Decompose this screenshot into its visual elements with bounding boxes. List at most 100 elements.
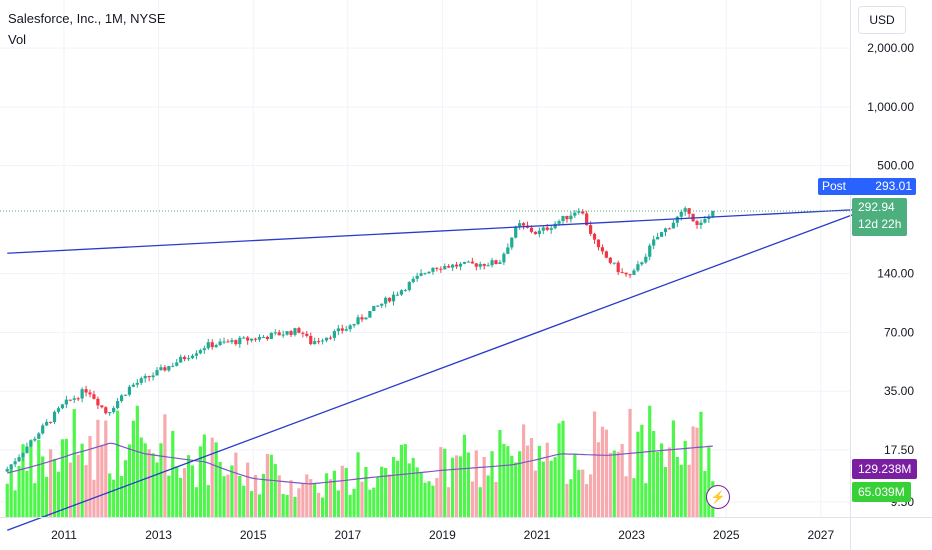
volume-bar	[391, 457, 396, 517]
candle-body	[151, 375, 155, 378]
candle-body	[356, 317, 360, 325]
candle-body	[502, 253, 506, 263]
volume-indicator-label[interactable]: Vol	[8, 32, 27, 47]
candle-body	[60, 404, 65, 409]
symbol-title[interactable]: Salesforce, Inc., 1M, NYSE	[8, 11, 166, 26]
candle-body	[474, 263, 478, 267]
volume-bar	[490, 451, 494, 517]
candle-body	[21, 452, 25, 458]
volume-bar	[675, 456, 679, 517]
candle-body	[25, 446, 29, 453]
candle-body	[175, 362, 179, 366]
volume-bar	[506, 446, 510, 517]
volume-bar	[667, 447, 672, 517]
trendline-upper	[7, 208, 869, 254]
volume-bar	[151, 453, 155, 517]
volume-bar	[76, 454, 80, 517]
candle-body	[494, 260, 498, 264]
volume-bar	[443, 448, 447, 517]
candles	[5, 206, 715, 473]
candle-body	[277, 332, 281, 336]
x-tick-label: 2021	[524, 528, 551, 542]
candle-body	[439, 268, 443, 270]
volume-bar	[545, 442, 549, 517]
candle-body	[135, 382, 139, 385]
volume-bar	[592, 411, 597, 517]
volume-bar	[644, 483, 648, 517]
candle-body	[644, 256, 648, 263]
volume-bar	[265, 454, 269, 517]
candle-body	[147, 376, 151, 378]
candle-body	[498, 262, 502, 264]
candle-body	[183, 356, 187, 360]
volume-bar	[175, 466, 179, 517]
volume-bar	[581, 469, 585, 517]
candle-body	[506, 247, 510, 254]
candle-body	[143, 376, 147, 379]
candle-body	[139, 378, 143, 383]
candle-body	[569, 215, 573, 220]
volume-bar	[435, 478, 439, 517]
candle-body	[84, 389, 88, 393]
candle-body	[72, 398, 76, 400]
volume-bar	[376, 476, 380, 517]
candle-body	[395, 294, 400, 296]
candle-body	[699, 222, 703, 226]
x-tick-label: 2011	[51, 528, 77, 542]
volume-bar	[45, 476, 49, 517]
volume-bar	[250, 491, 254, 517]
candle-body	[186, 358, 191, 360]
candle-body	[411, 278, 415, 283]
volume-bar	[206, 485, 210, 517]
volume-bar	[486, 475, 490, 517]
candle-body	[269, 332, 273, 339]
volume-bar	[533, 470, 538, 517]
volume-bar	[454, 455, 459, 517]
candle-body	[427, 271, 431, 274]
volume-bar	[88, 436, 92, 517]
candle-body	[585, 213, 589, 226]
candle-body	[387, 297, 392, 302]
candle-body	[328, 337, 333, 339]
candle-body	[451, 264, 455, 268]
volume-bar	[356, 452, 360, 517]
x-tick-label: 2027	[807, 528, 834, 542]
volume-bar	[285, 494, 289, 517]
grid	[0, 0, 850, 517]
candle-body	[119, 395, 124, 402]
currency-button[interactable]: USD	[858, 6, 906, 34]
volume-bar	[557, 423, 561, 517]
candle-body	[486, 265, 490, 267]
volume-bar	[246, 462, 250, 517]
volume-bar	[104, 420, 108, 517]
volume-bar	[687, 464, 691, 517]
candle-body	[510, 237, 514, 248]
candle-body	[41, 425, 45, 434]
candle-body	[470, 261, 474, 264]
candle-body	[127, 386, 132, 395]
volume-bar	[596, 442, 601, 517]
candle-body	[447, 266, 451, 268]
lightning-icon[interactable]: ⚡	[706, 485, 730, 509]
volume-bar	[451, 457, 455, 517]
volume-bar	[482, 456, 486, 517]
candle-body	[289, 331, 293, 335]
candle-body	[514, 226, 518, 238]
candle-body	[652, 239, 656, 246]
volume-last-tag: 65.039M	[852, 482, 911, 502]
volume-bar	[135, 405, 139, 517]
volume-bar	[108, 473, 112, 517]
volume-bar	[525, 445, 530, 517]
volume-bar	[656, 451, 660, 517]
chart-legend: Salesforce, Inc., 1M, NYSE Vol	[8, 8, 166, 50]
volume-bar	[589, 474, 593, 517]
volume-bar	[699, 411, 703, 517]
candle-body	[246, 337, 250, 341]
x-tick-label: 2019	[429, 528, 456, 542]
volume-bar	[317, 492, 321, 517]
volume-bar	[123, 460, 128, 517]
candle-body	[116, 401, 120, 408]
candle-body	[167, 366, 171, 371]
x-tick-label: 2023	[618, 528, 645, 542]
